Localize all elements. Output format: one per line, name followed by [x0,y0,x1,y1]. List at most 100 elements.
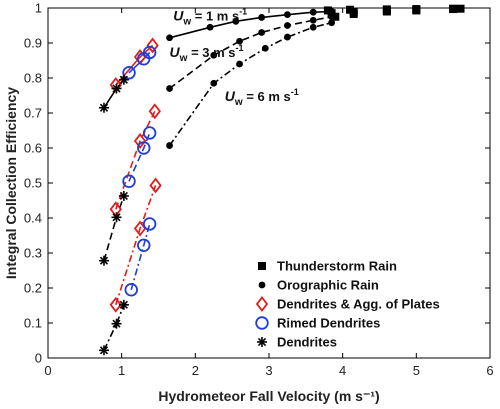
legend-label: Dendrites [277,335,337,350]
asterisk-marker [98,255,109,266]
dot-marker [309,16,317,24]
y-tick-label: 0.1 [24,316,42,331]
x-tick-label: 6 [486,363,493,378]
diamond-marker [255,296,269,312]
legend-entry: Dendrites [257,335,337,350]
y-tick-label: 0 [35,351,42,366]
curve-annotations: Uw = 1 m s-1 Uw = 3 m s-1 Uw = 6 m s-1 [170,6,299,108]
legend: Thunderstorm Rain Orographic Rain Dendrite… [255,259,440,350]
y-tick-label: 0.5 [24,176,42,191]
dot-marker [309,23,317,31]
dot-marker [206,23,214,31]
series-line [168,21,332,147]
series-points [166,8,336,42]
square-marker [456,4,465,13]
asterisk-marker [118,190,129,201]
series-points [109,177,162,313]
diamond-marker [146,37,159,54]
diamond-marker [149,177,162,194]
series-points [124,217,157,297]
circle-marker [142,45,157,60]
series-points [98,74,129,113]
axis-ticks: 0 1 2 3 4 5 6 0 0.1 0.2 0.3 0.4 0.5 0.6 0.7 0.8 0.9 1 [24,1,494,379]
asterisk-marker [111,83,122,94]
x-tick-label: 3 [265,363,272,378]
dot-marker [284,33,291,41]
circle-marker [142,217,157,231]
legend-entry: Orographic Rain [258,278,379,293]
curve-annotation: Uw = 1 m s-1 [173,6,247,27]
legend-entry: Thunderstorm Rain [258,259,397,274]
legend-entry: Dendrites & Agg. of Plates [255,296,440,312]
dot-marker [166,142,173,149]
x-tick-label: 4 [339,363,346,378]
diamond-marker [109,296,122,313]
dot-marker [328,19,336,27]
series-line [115,110,156,210]
legend-label: Dendrites & Agg. of Plates [277,297,440,312]
x-tick-label: 1 [118,363,125,378]
dot-marker [210,51,218,59]
x-tick-label: 5 [413,363,420,378]
dot-marker [328,8,336,15]
dot-marker [166,85,173,92]
dot-marker [284,11,291,19]
square-marker [349,9,358,18]
asterisk-marker [257,337,267,347]
diamond-marker [133,133,147,149]
square-marker [331,12,340,21]
dot-marker [328,13,336,21]
dot-marker [166,34,173,42]
dot-marker [258,14,266,21]
curve-annotation: Uw = 3 m s-1 [170,43,244,64]
series-line [128,132,151,182]
asterisk-marker [118,74,129,85]
dot-marker [210,79,218,87]
asterisk-marker [98,345,109,356]
circle-marker [137,238,151,253]
legend-label: Thunderstorm Rain [277,259,397,274]
dot-marker [309,8,317,16]
series-points [331,6,421,21]
dot-marker [258,29,266,36]
series-points [98,190,129,266]
y-tick-label: 0.3 [24,246,42,261]
circle-marker [142,126,157,140]
circle-marker [122,66,136,80]
x-tick-label: 2 [192,363,199,378]
y-tick-label: 0.7 [24,106,42,121]
series-line [115,185,157,306]
y-tick-label: 1 [35,1,42,16]
x-tick-label: 0 [44,363,51,378]
y-tick-label: 0.4 [24,211,42,226]
dot-marker [232,17,240,25]
y-tick-label: 0.6 [24,141,42,156]
diamond-marker [148,103,161,120]
y-tick-label: 0.2 [24,281,42,296]
series-points [166,13,336,92]
asterisk-marker [111,318,122,329]
series-points [166,19,336,149]
dot-marker [258,281,266,289]
series-points [109,103,161,218]
series-points [122,45,157,80]
legend-entry: Rimed Dendrites [255,316,380,331]
dot-marker [236,37,243,45]
legend-label: Orographic Rain [277,278,379,293]
y-tick-label: 0.8 [24,71,42,86]
series-points [98,299,129,356]
y-tick-label: 0.9 [24,36,42,51]
square-marker [449,5,458,14]
legend-label: Rimed Dendrites [277,316,380,331]
square-marker [258,262,266,270]
y-axis-title: Integral Collection Efficiency [3,87,19,279]
dot-marker [236,60,243,68]
square-marker [382,7,391,16]
dot-marker [284,22,291,29]
asterisk-marker [98,102,109,113]
circle-marker [122,174,136,188]
series-points [323,4,465,15]
curve-annotation: Uw = 6 m s-1 [225,87,299,108]
circle-marker [255,316,269,330]
